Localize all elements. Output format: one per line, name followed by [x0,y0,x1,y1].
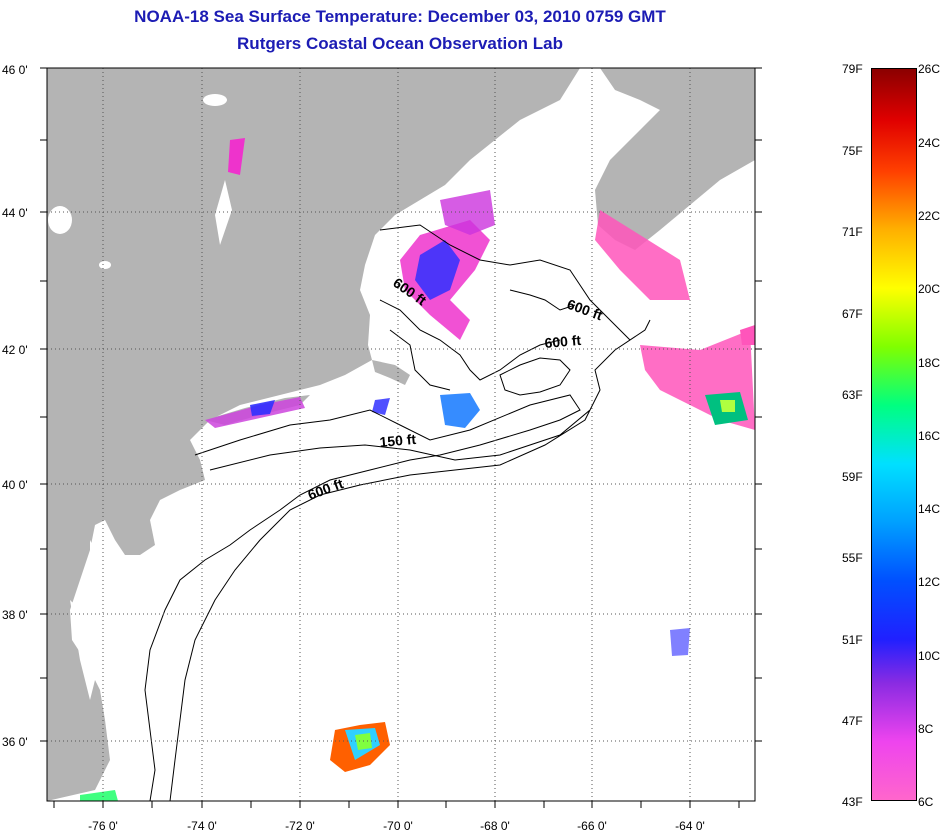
colorbar-f-label: 59F [842,470,863,484]
contour-label-600ft-east-b: 600 ft [544,332,582,351]
sst-patches [80,138,755,801]
land-cape-cod [372,360,410,385]
longitude-labels: -76 0' -74 0' -72 0' -70 0' -68 0' -66 0… [88,819,705,833]
contour-label-150ft: 150 ft [379,431,417,450]
lon-label: -72 0' [285,819,315,833]
title-line-2: Rutgers Coastal Ocean Observation Lab [237,34,563,53]
map-frame [46,67,756,802]
colorbar-f-label: 75F [842,144,863,158]
colorbar-f-label: 63F [842,388,863,402]
colorbar-f-label: 79F [842,62,863,76]
lat-label: 42 0' [2,343,28,357]
colorbar-f-label: 67F [842,307,863,321]
lat-label: 44 0' [2,206,28,220]
colorbar-f-label: 43F [842,795,863,809]
colorbar-c-label: 18C [918,356,941,370]
lat-label: 38 0' [2,608,28,622]
lon-label: -66 0' [577,819,607,833]
colorbar-f-label: 51F [842,633,863,647]
colorbar-c-label: 22C [918,209,941,223]
colorbar-c-label: 10C [918,649,941,663]
lon-label: -64 0' [675,819,705,833]
temperature-colorbar [871,68,917,801]
lon-label: -68 0' [480,819,510,833]
lon-label: -76 0' [88,819,118,833]
colorbar-c-label: 20C [918,282,941,296]
latitude-labels: 46 0' 44 0' 42 0' 40 0' 38 0' 36 0' [2,63,28,749]
title-line-1: NOAA-18 Sea Surface Temperature: Decembe… [134,7,666,26]
contour-600ft-shelf [169,319,651,802]
contour-gulf-of-maine [379,224,631,381]
colorbar-f-label: 47F [842,714,863,728]
colorbar-f-label: 71F [842,225,863,239]
colorbar-c-label: 8C [918,722,934,736]
contour-150ft [144,394,581,802]
land-mainland [47,68,580,801]
lat-label: 40 0' [2,478,28,492]
colorbar-c-label: 12C [918,575,941,589]
colorbar-c-label: 14C [918,502,941,516]
colorbar-c-label: 26C [918,62,941,76]
colorbar-c-label: 24C [918,136,941,150]
colorbar-c-label: 6C [918,795,934,809]
bathymetry-contours [144,224,651,802]
contour-inner [389,289,576,391]
lat-label: 36 0' [2,735,28,749]
land-nova-scotia [595,68,755,250]
lon-label: -70 0' [383,819,413,833]
colorbar-c-label: 16C [918,429,941,443]
contour-georges-bank [499,357,571,396]
lon-label: -74 0' [187,819,217,833]
colorbar-f-label: 55F [842,551,863,565]
axis-ticks [40,67,762,808]
lat-label: 46 0' [2,63,28,77]
